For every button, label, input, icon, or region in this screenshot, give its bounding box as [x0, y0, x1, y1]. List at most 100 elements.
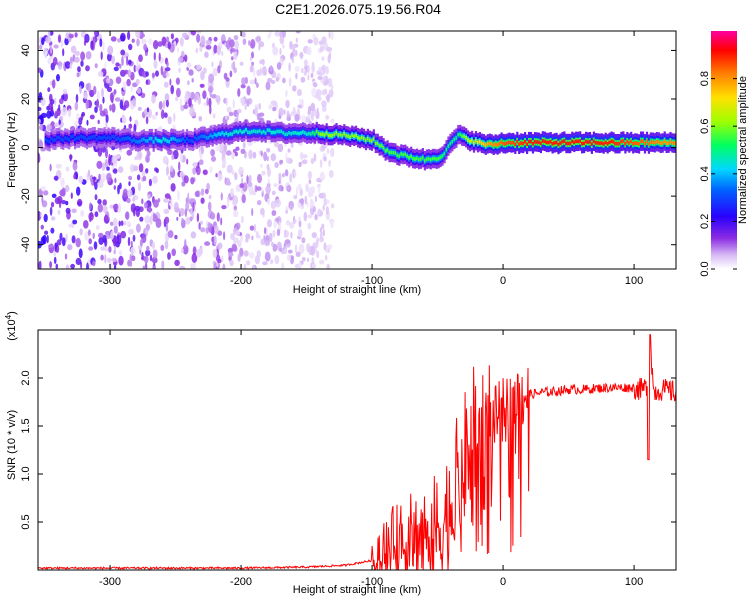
noise-cell: [269, 31, 272, 37]
noise-cell: [252, 190, 256, 196]
x-tick-label: 0: [500, 275, 506, 287]
noise-cell: [200, 144, 204, 154]
ridge-cell: [469, 139, 472, 144]
ridge-cell: [653, 140, 656, 145]
noise-cell: [145, 154, 150, 163]
noise-cell: [43, 213, 48, 223]
ridge-cell: [111, 134, 114, 139]
noise-cell: [40, 224, 44, 230]
ridge-cell: [282, 131, 285, 135]
noise-cell: [233, 67, 237, 74]
heatmap-ridge-layer: [44, 120, 676, 171]
ridge-cell: [569, 141, 572, 146]
ridge-cell: [583, 141, 586, 146]
ridge-cell: [555, 140, 558, 145]
noise-cell: [118, 220, 121, 227]
ridge-cell: [463, 134, 466, 139]
noise-cell: [79, 228, 83, 236]
ridge-cell: [435, 157, 438, 161]
ridge-cell: [353, 134, 356, 139]
noise-cell: [248, 149, 253, 160]
x-tick-label: -200: [230, 275, 252, 287]
noise-cell: [277, 143, 284, 153]
noise-cell: [215, 145, 221, 152]
noise-cell: [181, 181, 186, 187]
noise-cell: [304, 65, 308, 71]
noise-cell: [151, 94, 156, 104]
noise-cell: [184, 238, 187, 249]
noise-cell: [72, 161, 78, 171]
noise-cell: [252, 151, 257, 159]
noise-cell: [175, 96, 179, 102]
ridge-cell: [498, 142, 501, 146]
noise-cell: [78, 248, 83, 259]
noise-cell: [306, 243, 311, 253]
noise-cell: [45, 36, 52, 44]
noise-cell: [300, 204, 305, 210]
noise-cell: [84, 231, 90, 241]
ridge-cell: [296, 131, 299, 136]
noise-cell: [191, 78, 194, 83]
noise-cell: [158, 101, 163, 110]
ridge-cell: [223, 132, 226, 137]
noise-cell: [130, 103, 133, 108]
noise-cell: [200, 188, 205, 196]
noise-cell: [249, 79, 255, 85]
ridge-cell: [577, 139, 580, 144]
noise-cell: [120, 230, 127, 239]
noise-cell: [263, 151, 268, 162]
ridge-cell: [529, 139, 533, 144]
noise-cell: [88, 212, 94, 221]
snr-multiplier-exponent: 4: [4, 314, 13, 319]
ridge-cell: [349, 135, 352, 139]
noise-cell: [97, 119, 100, 125]
noise-cell: [166, 36, 170, 43]
noise-cell: [180, 248, 184, 254]
noise-cell: [310, 157, 315, 165]
noise-cell: [245, 238, 249, 243]
ridge-cell: [180, 138, 183, 142]
noise-cell: [310, 72, 314, 79]
noise-cell: [240, 148, 246, 154]
noise-cell: [251, 208, 254, 217]
ridge-cell: [235, 129, 238, 134]
noise-cell: [113, 217, 118, 227]
ridge-cell: [522, 141, 525, 146]
x-tick-label: 100: [625, 275, 643, 287]
noise-cell: [299, 188, 304, 197]
noise-cell: [142, 175, 147, 182]
noise-cell: [152, 265, 157, 269]
spectrogram-frame: [37, 30, 677, 270]
noise-cell: [297, 201, 301, 208]
ridge-cell: [461, 134, 464, 138]
noise-cell: [147, 194, 151, 200]
ridge-cell: [205, 136, 208, 140]
noise-cell: [194, 191, 200, 197]
noise-cell: [319, 171, 326, 182]
noise-cell: [74, 50, 80, 56]
noise-cell: [47, 87, 51, 92]
noise-cell: [167, 41, 171, 50]
ridge-cell: [600, 141, 603, 145]
noise-cell: [123, 221, 127, 226]
ridge-cell: [280, 129, 283, 134]
ridge-cell: [164, 138, 167, 142]
noise-cell: [209, 166, 213, 174]
ridge-cell: [673, 141, 676, 145]
noise-cell: [127, 69, 132, 78]
noise-cell: [118, 166, 124, 174]
ridge-cell: [300, 131, 303, 135]
noise-cell: [80, 60, 84, 67]
noise-cell: [235, 230, 241, 237]
noise-cell: [129, 164, 135, 173]
noise-cell: [74, 32, 78, 38]
noise-cell: [148, 38, 153, 45]
noise-cell: [204, 241, 211, 246]
noise-cell: [249, 225, 255, 231]
noise-cell: [146, 245, 150, 252]
noise-cell: [62, 88, 68, 95]
noise-cell: [268, 232, 273, 243]
noise-cell: [205, 45, 212, 50]
noise-cell: [241, 177, 244, 185]
noise-cell: [103, 214, 109, 224]
